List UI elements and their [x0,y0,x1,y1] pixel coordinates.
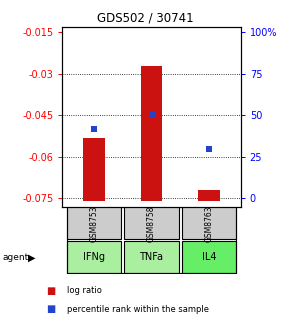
Text: GDS502 / 30741: GDS502 / 30741 [97,12,193,25]
Bar [198,190,220,201]
Text: GSM8758: GSM8758 [147,205,156,242]
Text: ■: ■ [46,286,56,296]
Text: IFNg: IFNg [83,252,105,262]
Bar [182,241,236,273]
Bar [182,207,236,239]
Text: TNFa: TNFa [139,252,164,262]
Bar [67,207,121,239]
Bar [83,137,105,201]
Text: ■: ■ [46,304,56,314]
Bar [124,241,179,273]
Bar [67,241,121,273]
Text: IL4: IL4 [202,252,216,262]
Text: GSM8753: GSM8753 [90,205,99,242]
Text: GSM8763: GSM8763 [204,205,213,242]
Text: agent: agent [3,253,29,261]
Text: percentile rank within the sample: percentile rank within the sample [67,305,209,313]
Bar [141,66,162,201]
Text: ▶: ▶ [28,253,35,263]
Text: log ratio: log ratio [67,286,102,295]
Bar [124,207,179,239]
